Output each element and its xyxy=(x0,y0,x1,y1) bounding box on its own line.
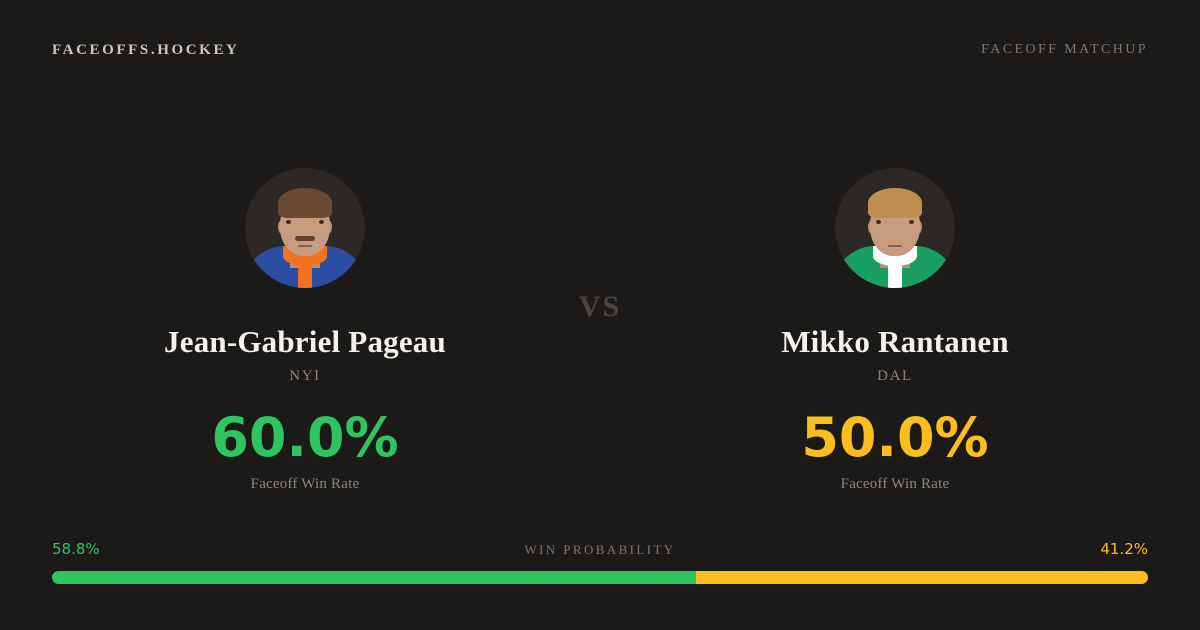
eyebrow-left-shape xyxy=(873,214,884,217)
site-logo[interactable]: FACEOFFS.HOCKEY xyxy=(52,41,240,58)
win-probability-right-value: 41.2% xyxy=(1100,540,1148,558)
player-name-left: Jean-Gabriel Pageau xyxy=(164,324,446,359)
player-win-rate-right: 50.0% xyxy=(801,406,989,469)
eyebrow-right-shape xyxy=(906,214,917,217)
team-crest-icon xyxy=(888,261,902,274)
win-probability-bar[interactable] xyxy=(52,571,1148,584)
player-name-right: Mikko Rantanen xyxy=(781,324,1009,359)
player-headshot-right xyxy=(835,168,955,288)
mustache-shape xyxy=(295,236,315,241)
player-headshot-left xyxy=(245,168,365,288)
win-probability-bar-left-segment xyxy=(52,571,697,584)
eyebrow-left-shape xyxy=(283,214,294,217)
eye-left-shape xyxy=(876,220,881,224)
hair-shape xyxy=(278,188,332,218)
vs-divider: VS xyxy=(578,290,622,323)
player-win-rate-label-left: Faceoff Win Rate xyxy=(250,476,360,492)
player-win-rate-label-right: Faceoff Win Rate xyxy=(840,476,950,492)
win-probability-title: WIN PROBABILITY xyxy=(524,542,676,557)
player-win-rate-left: 60.0% xyxy=(211,406,399,469)
mouth-shape xyxy=(298,245,312,247)
win-probability-labels: 58.8% WIN PROBABILITY 41.2% xyxy=(52,540,1148,558)
team-crest-icon xyxy=(298,261,312,274)
eye-right-shape xyxy=(319,220,324,224)
hair-shape xyxy=(868,188,922,218)
player-team-right: DAL xyxy=(877,368,913,384)
player-team-left: NYI xyxy=(289,368,321,384)
page-header: FACEOFFS.HOCKEY FACEOFF MATCHUP xyxy=(0,0,1200,100)
win-probability-section: 58.8% WIN PROBABILITY 41.2% xyxy=(52,540,1148,584)
eye-left-shape xyxy=(286,220,291,224)
player-card-right[interactable]: Mikko Rantanen DAL 50.0% Faceoff Win Rat… xyxy=(660,100,1130,493)
matchup-section: Jean-Gabriel Pageau NYI 60.0% Faceoff Wi… xyxy=(0,100,1200,520)
eye-right-shape xyxy=(909,220,914,224)
page-subtitle: FACEOFF MATCHUP xyxy=(981,42,1148,57)
win-probability-left-value: 58.8% xyxy=(52,540,100,558)
win-probability-bar-right-segment xyxy=(696,571,1148,584)
mouth-shape xyxy=(888,245,902,247)
player-card-left[interactable]: Jean-Gabriel Pageau NYI 60.0% Faceoff Wi… xyxy=(70,100,540,493)
eyebrow-right-shape xyxy=(316,214,327,217)
